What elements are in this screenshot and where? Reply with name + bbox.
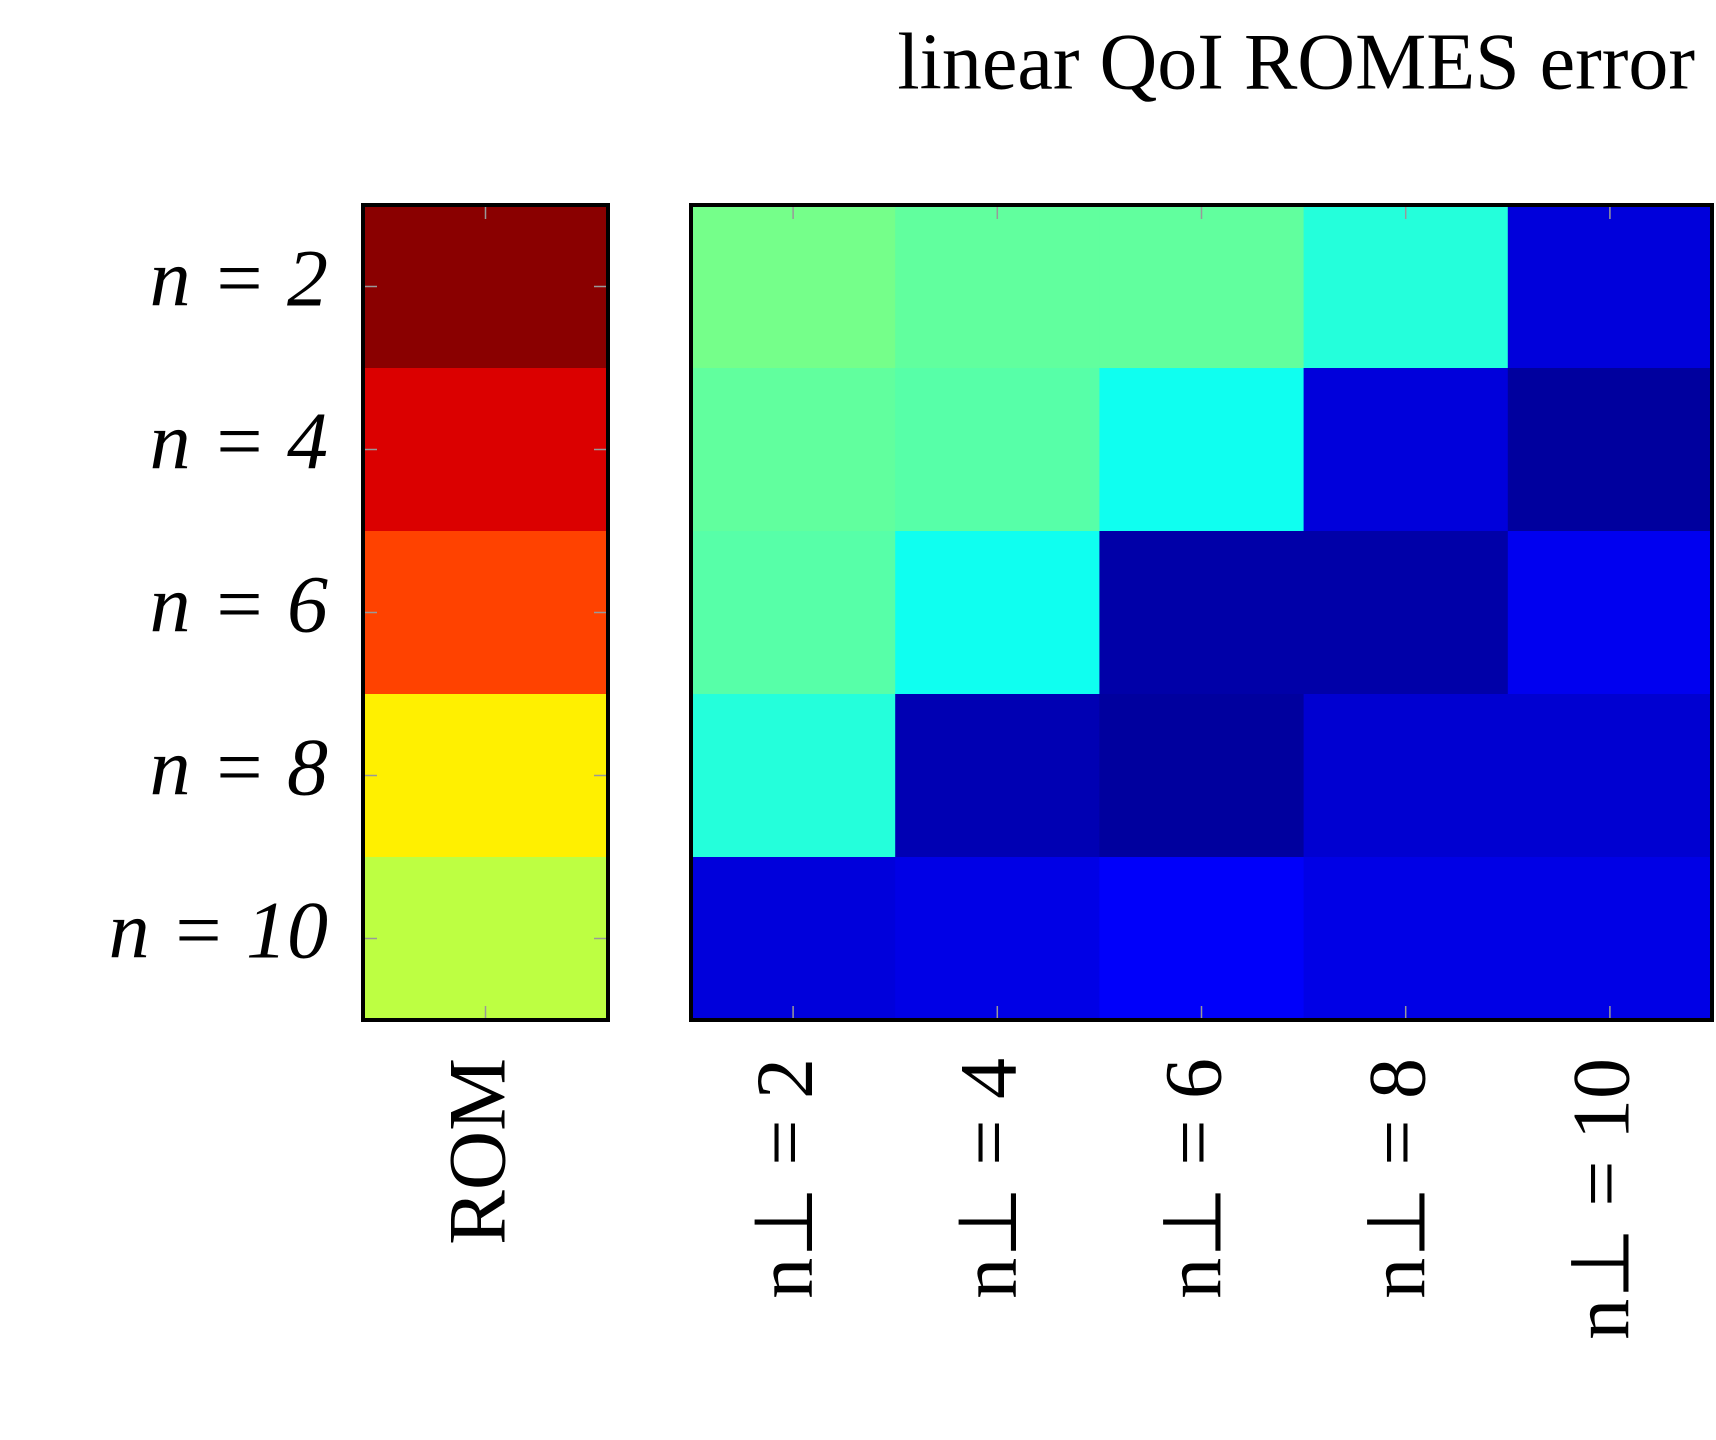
cell (1507, 694, 1713, 858)
cell (1507, 857, 1713, 1021)
cell (363, 368, 609, 532)
x-tick-label: n⊥ = 10 (1556, 1058, 1647, 1340)
cell (1303, 531, 1509, 695)
cell (691, 368, 896, 532)
cell (1507, 205, 1713, 369)
y-tick-label: n = 6 (150, 558, 328, 649)
cell (1303, 694, 1509, 858)
cell (1303, 857, 1509, 1021)
x-tick-label: n⊥ = 4 (943, 1058, 1034, 1299)
cell (895, 694, 1100, 858)
cell (363, 205, 609, 369)
cell (691, 205, 896, 369)
x-tick-label: ROM (431, 1058, 522, 1245)
cell (895, 368, 1100, 532)
cell (1099, 531, 1305, 695)
cell (363, 694, 609, 858)
y-tick-label: n = 8 (150, 721, 328, 812)
cell (1099, 694, 1305, 858)
cell (1099, 368, 1305, 532)
x-tick-label: n⊥ = 6 (1147, 1058, 1238, 1299)
cell (691, 694, 896, 858)
x-tick-label: n⊥ = 2 (739, 1058, 830, 1299)
cell (1099, 205, 1305, 369)
cell (363, 857, 609, 1021)
cell (1303, 368, 1509, 532)
cell (1303, 205, 1509, 369)
cell (1507, 368, 1713, 532)
y-tick-label: n = 2 (150, 232, 328, 323)
cell (1507, 531, 1713, 695)
y-tick-label: n = 4 (150, 395, 328, 486)
chart-title: linear QoI ROMES error (897, 18, 1695, 106)
y-tick-label: n = 10 (109, 884, 328, 975)
cell (895, 205, 1100, 369)
cell (895, 857, 1100, 1021)
x-tick-label: n⊥ = 8 (1352, 1058, 1443, 1299)
cell (691, 531, 896, 695)
cell (363, 531, 609, 695)
cell (691, 857, 896, 1021)
cell (895, 531, 1100, 695)
panel-frame (689, 203, 1714, 1022)
cell (1099, 857, 1305, 1021)
panel-frame (361, 203, 610, 1022)
